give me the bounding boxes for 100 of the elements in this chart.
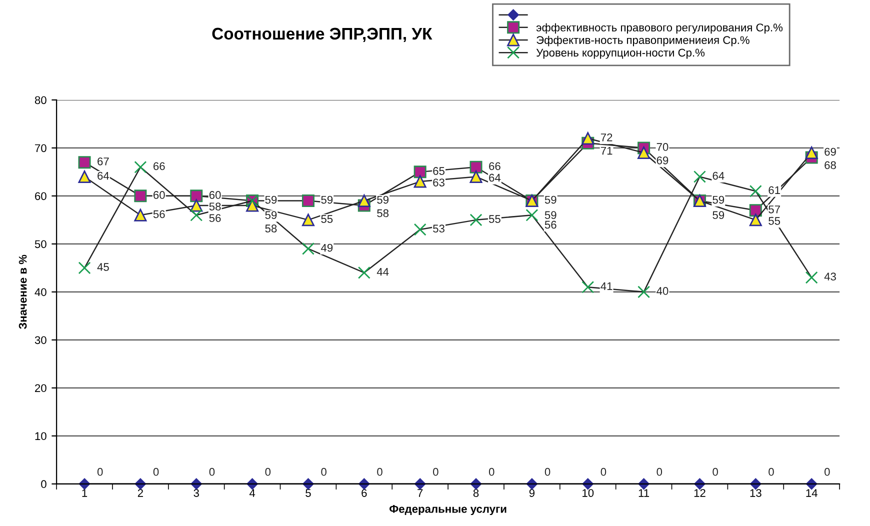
data-label: 64	[489, 174, 501, 182]
data-label: 0	[656, 468, 662, 476]
legend-label: эффективность правового регулирования Ср.%	[536, 23, 783, 34]
data-label: 68	[824, 161, 836, 170]
point	[414, 175, 426, 188]
data-label: 69	[824, 148, 836, 156]
data-label: 0	[321, 468, 326, 476]
data-label: 56	[544, 220, 556, 229]
data-label: 43	[824, 272, 836, 281]
data-label: 71	[600, 146, 612, 155]
point	[805, 271, 818, 284]
legend-label: Эффектив-ность правопримениеия Ср.%	[536, 36, 750, 46]
data-label: 66	[489, 162, 500, 170]
point	[302, 214, 314, 226]
data-label: 65	[433, 167, 444, 175]
point	[302, 194, 314, 207]
data-label: 0	[712, 468, 718, 476]
data-label: 67	[98, 157, 109, 166]
x-tick-label: 10	[582, 489, 594, 497]
x-tick-label: 1	[82, 489, 88, 497]
point	[638, 286, 650, 298]
x-tick-label: 11	[638, 489, 650, 497]
data-label: 59	[321, 196, 333, 204]
point	[78, 170, 91, 183]
data-label: 55	[488, 215, 500, 223]
point	[134, 190, 147, 202]
data-label: 58	[377, 209, 389, 218]
point	[78, 156, 91, 169]
data-label: 58	[209, 202, 221, 210]
point	[190, 199, 203, 212]
x-tick-label: 3	[194, 489, 199, 497]
data-label: 69	[656, 156, 668, 164]
y-tick-label: 70	[35, 144, 46, 152]
x-tick-label: 7	[418, 489, 423, 497]
point	[414, 166, 426, 178]
data-label: 0	[768, 468, 774, 476]
data-label: 59	[544, 196, 556, 204]
point	[638, 478, 650, 490]
point	[693, 170, 706, 183]
x-tick-label: 8	[473, 489, 479, 497]
data-label: 59	[712, 211, 724, 219]
point	[526, 208, 538, 222]
data-label: 40	[656, 287, 668, 295]
point	[302, 242, 314, 255]
data-label: 60	[209, 191, 221, 199]
data-label: 59	[712, 196, 724, 204]
point	[749, 204, 762, 217]
data-label: 0	[209, 468, 215, 476]
x-tick-label: 13	[750, 489, 762, 497]
y-tick-label: 10	[35, 432, 46, 440]
data-label: 0	[600, 468, 606, 476]
data-label: 0	[433, 468, 438, 476]
point	[470, 214, 482, 226]
data-label: 55	[768, 217, 780, 225]
data-label: 59	[265, 211, 277, 219]
data-label: 57	[768, 206, 780, 214]
point	[246, 199, 259, 212]
data-label: 59	[265, 196, 277, 204]
point	[190, 208, 203, 222]
data-label: 59	[377, 196, 388, 204]
data-label: 0	[265, 468, 271, 476]
data-label: 53	[433, 224, 444, 233]
point	[805, 146, 818, 159]
data-label: 55	[321, 215, 333, 223]
data-label: 63	[433, 178, 444, 186]
data-label: 60	[154, 191, 165, 199]
data-label: 72	[600, 133, 612, 142]
x-axis-title: Федеральные услуги	[390, 505, 506, 516]
data-label: 66	[154, 162, 165, 170]
point	[582, 280, 594, 294]
data-label: 61	[768, 186, 780, 194]
point	[749, 184, 762, 198]
x-tick-label: 2	[138, 489, 143, 497]
x-tick-label: 9	[529, 489, 535, 497]
data-label: 41	[600, 282, 612, 290]
x-tick-label: 5	[306, 489, 311, 497]
y-tick-label: 60	[35, 192, 46, 200]
data-label: 56	[209, 214, 221, 222]
data-label: 0	[97, 468, 103, 476]
data-label: 58	[265, 224, 277, 232]
data-label: 59	[544, 211, 556, 219]
point	[134, 160, 147, 174]
point	[638, 146, 650, 159]
x-tick-label: 14	[806, 489, 818, 497]
point	[749, 214, 762, 226]
point	[414, 223, 426, 236]
y-tick-label: 40	[34, 288, 46, 296]
data-label: 56	[153, 210, 165, 218]
point	[78, 262, 91, 274]
point	[470, 160, 482, 174]
point	[358, 266, 370, 279]
y-axis-title: Значение в %	[18, 254, 27, 330]
y-tick-label: 30	[34, 336, 46, 344]
x-tick-label: 4	[249, 489, 256, 497]
legend-label: Уровень коррупцион-ности Ср.%	[536, 48, 705, 59]
data-label: 44	[376, 268, 389, 276]
point	[582, 132, 594, 145]
y-tick-label: 20	[35, 384, 46, 392]
data-label: 64	[712, 172, 724, 180]
data-label: 0	[824, 468, 830, 476]
